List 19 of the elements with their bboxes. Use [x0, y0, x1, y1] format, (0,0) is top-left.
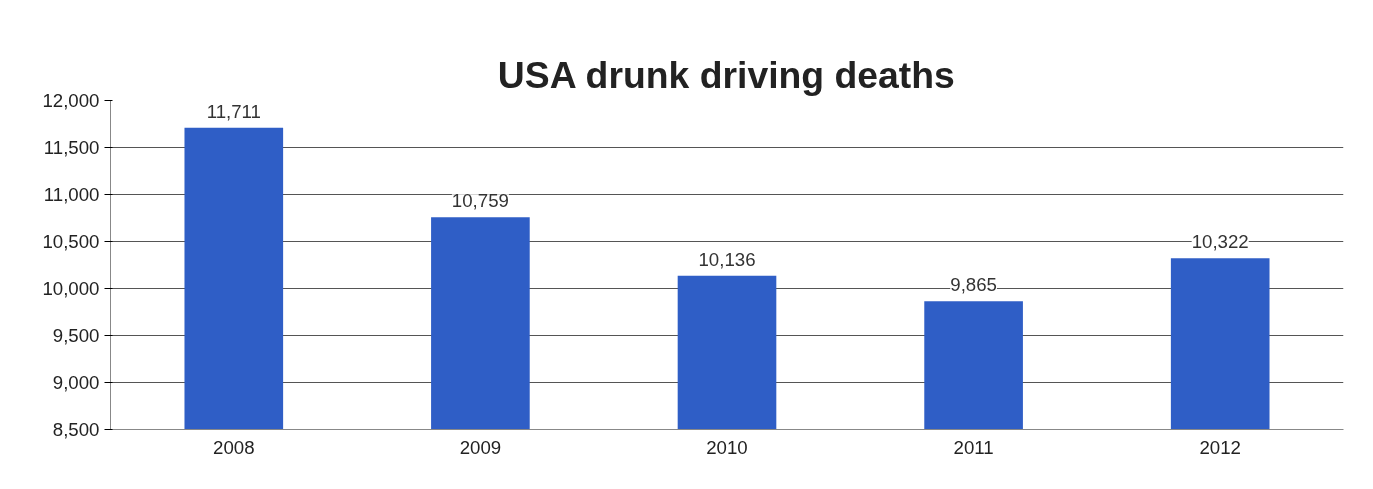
- data-label: 10,322: [1191, 231, 1249, 253]
- data-label: 10,136: [698, 248, 756, 270]
- y-tick-label: 10,500: [42, 231, 100, 252]
- x-tick-label: 2008: [213, 436, 255, 458]
- y-tick-label: 10,000: [42, 278, 100, 299]
- y-tick-label: 8,500: [52, 419, 100, 440]
- x-tick-label: 2010: [706, 436, 748, 458]
- y-tick-label: 12,000: [42, 90, 100, 111]
- data-label: 10,759: [451, 190, 509, 212]
- y-tick-label: 11,000: [43, 184, 100, 205]
- x-tick-label: 2012: [1199, 436, 1241, 458]
- data-label: 9,865: [950, 274, 997, 296]
- y-tick-label: 11,500: [43, 137, 100, 158]
- x-tick-label: 2011: [953, 436, 994, 458]
- data-label: 11,711: [206, 100, 261, 122]
- chart-title: USA drunk driving deaths: [497, 53, 955, 96]
- x-tick-label: 2009: [459, 436, 502, 458]
- y-tick-label: 9,500: [52, 325, 100, 346]
- y-tick-label: 9,000: [52, 372, 100, 393]
